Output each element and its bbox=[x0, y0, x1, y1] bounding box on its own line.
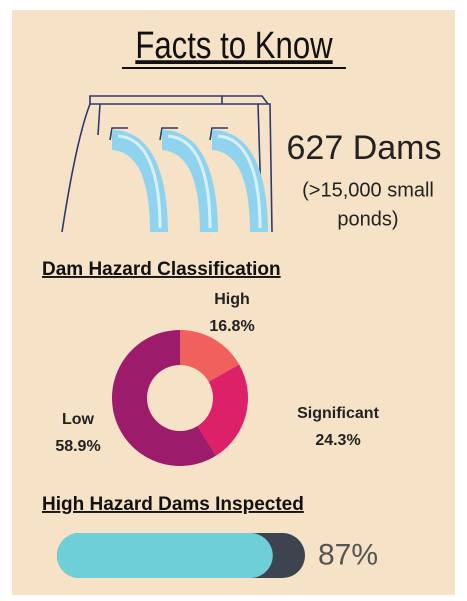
page: {"title": "Facts to Know", "dams": {"cou… bbox=[0, 0, 467, 601]
dam-note: (>15,000 small bbox=[302, 179, 434, 201]
slice-label: Low bbox=[62, 411, 95, 428]
progress-fill bbox=[57, 533, 273, 578]
slice-label: Significant bbox=[297, 405, 379, 422]
slice-value: 58.9% bbox=[55, 438, 100, 455]
title: Facts to Know bbox=[135, 25, 333, 67]
slice-value: 24.3% bbox=[315, 432, 360, 449]
section-title: High Hazard Dams Inspected bbox=[42, 494, 304, 515]
progress-label: 87% bbox=[318, 538, 378, 571]
dam-count: 627 Dams bbox=[287, 129, 442, 167]
slice-value: 16.8% bbox=[209, 318, 254, 335]
infographic: Facts to Know 627 Dams (>15,000 small po… bbox=[0, 0, 467, 601]
slice-label: High bbox=[214, 291, 250, 308]
section-title: Dam Hazard Classification bbox=[42, 259, 281, 280]
dam-note: ponds) bbox=[337, 208, 398, 230]
